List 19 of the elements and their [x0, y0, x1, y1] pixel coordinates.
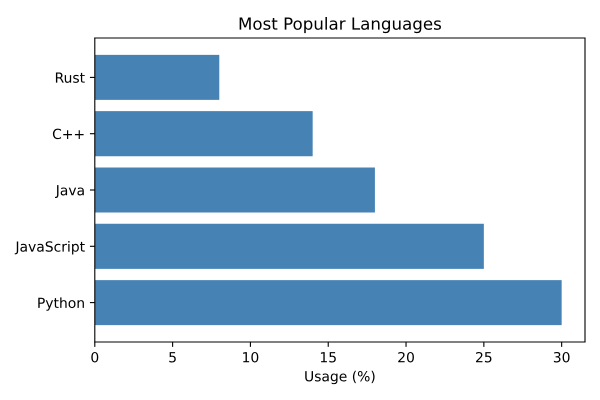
x-tick-label: 25: [476, 352, 492, 362]
x-tick-label: 30: [554, 352, 570, 362]
x-tick-label: 10: [243, 352, 258, 362]
x-tick-label: 0: [91, 352, 98, 362]
x-tick-label: 5: [169, 352, 176, 362]
y-tick-label: Java: [55, 185, 84, 198]
bar: [94, 167, 375, 213]
y-tick-label: Python: [38, 297, 84, 311]
x-tick-label: 15: [320, 352, 336, 362]
x-axis-title: Usage (%): [305, 370, 375, 384]
bar: [94, 54, 220, 100]
bar: [94, 111, 313, 156]
bar: [94, 280, 562, 326]
x-tick-label: 20: [398, 352, 414, 362]
y-tick-label: C++: [52, 128, 84, 140]
chart-title: Most Popular Languages: [240, 17, 441, 34]
y-tick-label: JavaScript: [14, 241, 85, 254]
bar: [94, 224, 484, 269]
y-tick-label: Rust: [56, 72, 85, 83]
